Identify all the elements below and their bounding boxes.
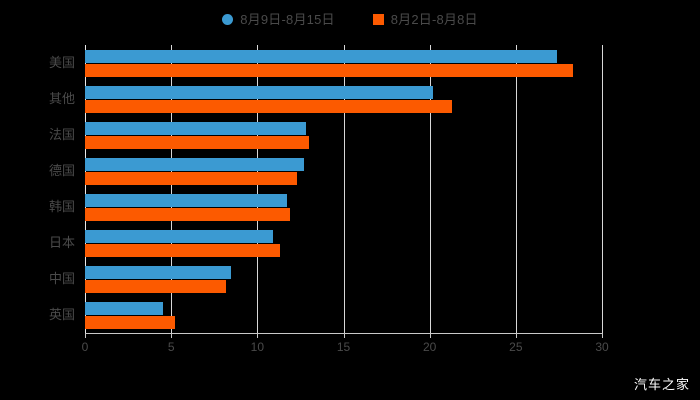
bar-美国-series2 [85,63,573,77]
bar-英国-series1 [85,301,163,315]
x-tick-label-15: 15 [336,340,351,354]
y-category-label-美国: 美国 [48,55,75,70]
x-tick-25 [515,333,517,338]
gridline-0 [85,45,86,333]
gridline-10 [257,45,259,333]
legend-circle-icon [222,13,234,25]
x-tick-label-20: 20 [422,340,437,354]
bar-法国-series1 [85,121,306,135]
y-category-label-日本: 日本 [48,235,75,250]
bar-其他-series1 [85,85,434,99]
legend-label: 8月9日-8月15日 [240,11,335,27]
x-tick-20 [429,333,431,338]
chart-legend: 8月9日-8月15日 8月2日-8月8日 [0,8,700,30]
legend-label: 8月2日-8月8日 [390,11,478,27]
x-tick-30 [602,333,603,338]
bar-德国-series2 [85,171,297,185]
x-tick-label-30: 30 [595,340,609,354]
bar-美国-series1 [85,49,558,63]
x-tick-label-5: 5 [167,340,175,354]
bar-日本-series2 [85,243,280,257]
gridline-5 [171,45,173,333]
x-tick-label-25: 25 [509,340,523,354]
legend-entry-1[interactable]: 8月9日-8月15日 [222,8,335,30]
x-tick-label-10: 10 [250,340,264,354]
bar-韩国-series2 [85,207,291,221]
gridline-20 [429,45,431,333]
legend-square-icon [372,13,384,25]
bar-中国-series2 [85,279,227,293]
bar-英国-series2 [85,315,175,329]
plot-area [85,45,603,333]
bar-其他-series2 [85,99,453,113]
y-category-label-其他: 其他 [48,91,75,106]
bar-德国-series1 [85,157,304,171]
y-category-label-德国: 德国 [48,163,75,178]
bar-法国-series2 [85,135,310,149]
bar-中国-series1 [85,265,232,279]
x-tick-10 [257,333,259,338]
bar-韩国-series1 [85,193,287,207]
gridline-15 [343,45,345,333]
watermark-label: 汽车之家 [633,377,690,392]
gridline-25 [515,45,517,333]
gridline-30 [602,45,603,333]
x-tick-label-0: 0 [81,340,89,354]
y-category-label-中国: 中国 [48,271,75,286]
bar-日本-series1 [85,229,273,243]
x-tick-0 [85,333,86,338]
x-tick-5 [171,333,173,338]
y-category-label-韩国: 韩国 [48,199,75,214]
y-category-label-英国: 英国 [48,307,75,322]
x-tick-15 [343,333,345,338]
legend-entry-2[interactable]: 8月2日-8月8日 [372,8,478,30]
y-category-label-法国: 法国 [48,127,75,142]
